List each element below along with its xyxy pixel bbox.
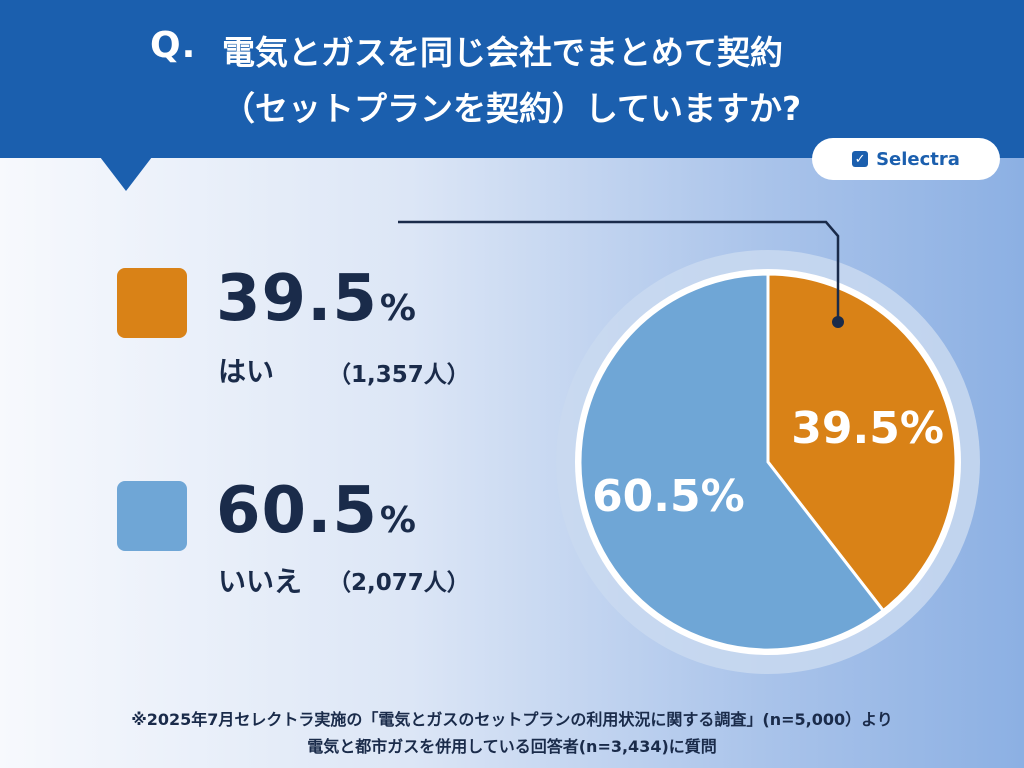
callout-dot — [832, 316, 844, 328]
legend-value-no: 60.5% — [216, 474, 417, 548]
question-mark: Q. — [150, 25, 197, 66]
check-square-icon: ✓ — [852, 151, 869, 167]
pie-outer-halo — [556, 250, 980, 674]
pie-label-no: 60.5% — [592, 471, 745, 522]
legend-swatch-yes — [117, 268, 187, 338]
banner-tail — [100, 157, 152, 191]
brand-name: Selectra — [876, 148, 960, 170]
footnote-line-1: ※2025年7月セレクトラ実施の「電気とガスのセットプランの利用状況に関する調査… — [131, 710, 893, 729]
pie-label-yes: 39.5% — [791, 403, 944, 454]
brand-badge: ✓ Selectra — [812, 138, 1000, 180]
pie-slice-yes — [766, 272, 958, 613]
legend-count-no: （2,077人） — [328, 570, 470, 596]
legend-value-yes: 39.5% — [216, 262, 417, 336]
legend-label-yes: はい — [218, 355, 275, 388]
question-line-2: （セットプランを契約）していますか? — [222, 89, 802, 128]
legend-value-no-unit: % — [379, 500, 417, 541]
pie-slice-no — [578, 272, 886, 652]
question-line-1: 電気とガスを同じ会社でまとめて契約 — [222, 33, 783, 72]
legend-swatch-no — [117, 481, 187, 551]
question-banner: Q. 電気とガスを同じ会社でまとめて契約 （セットプランを契約）していますか? — [0, 0, 1024, 158]
pie-white-ring — [575, 269, 961, 655]
legend-value-yes-unit: % — [379, 288, 417, 329]
legend-value-no-number: 60.5 — [216, 474, 378, 548]
legend-label-no: いいえ — [218, 565, 303, 598]
footnote-line-2: 電気と都市ガスを併用している回答者(n=3,434)に質問 — [307, 737, 717, 756]
legend-count-yes: （1,357人） — [328, 362, 470, 388]
legend-value-yes-number: 39.5 — [216, 262, 378, 336]
callout-line — [398, 220, 840, 322]
